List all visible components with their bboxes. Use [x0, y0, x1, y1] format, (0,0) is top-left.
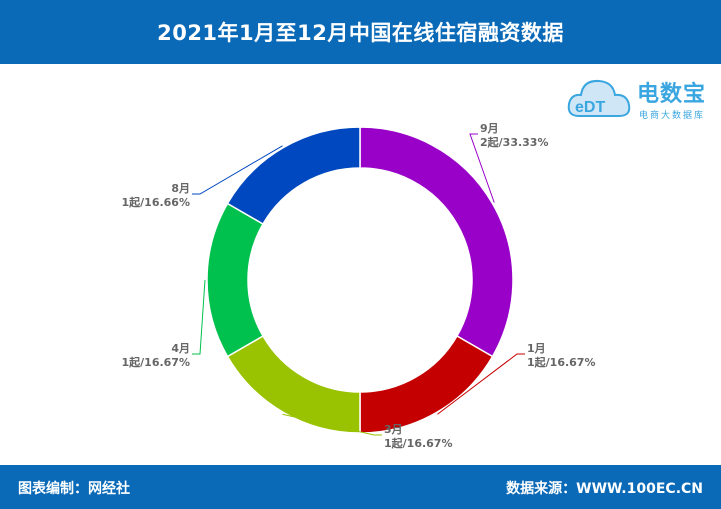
edt-logo: eDT 电数宝 电商大数据库 — [565, 70, 715, 130]
donut-slice-3 — [226, 334, 361, 434]
logo-name: 电数宝 — [637, 82, 707, 107]
slice-value-label: 1起/16.66% — [122, 195, 191, 209]
logo-tagline: 电商大数据库 — [639, 111, 706, 121]
slice-month-label: 1月 — [527, 342, 546, 355]
slice-month-label: 9月 — [480, 122, 499, 135]
donut-chart: 9月2起/33.33%1月1起/16.67%3月1起/16.67%4月1起/16… — [122, 122, 596, 450]
slice-month-label: 3月 — [384, 423, 403, 436]
slice-month-label: 4月 — [171, 342, 190, 355]
chart-footer: 图表编制：网经社 数据来源：WWW.100EC.CN — [0, 465, 721, 509]
slice-value-label: 1起/16.67% — [527, 355, 596, 369]
leader-line-1 — [469, 133, 495, 203]
donut-slice-5 — [226, 126, 361, 226]
slice-value-label: 2起/33.33% — [480, 135, 549, 149]
logo-mark: eDT — [575, 99, 605, 116]
cloud-logo-icon: eDT — [567, 79, 631, 117]
slice-value-label: 1起/16.67% — [122, 355, 191, 369]
leader-line-4 — [192, 279, 206, 355]
footer-editor: 图表编制：网经社 — [18, 481, 130, 497]
slice-month-label: 8月 — [171, 182, 190, 195]
donut-slice-4 — [206, 202, 265, 358]
donut-slice-2 — [359, 334, 494, 434]
donut-slice-1 — [359, 126, 514, 358]
slice-value-label: 1起/16.67% — [384, 436, 453, 450]
chart-title: 2021年1月至12月中国在线住宿融资数据 — [157, 21, 564, 45]
leader-line-3 — [282, 413, 382, 436]
leader-line-5 — [192, 145, 283, 195]
footer-source: 数据来源：WWW.100EC.CN — [506, 481, 703, 497]
leader-line-2 — [437, 353, 525, 415]
chart-header: 2021年1月至12月中国在线住宿融资数据 — [0, 0, 721, 64]
